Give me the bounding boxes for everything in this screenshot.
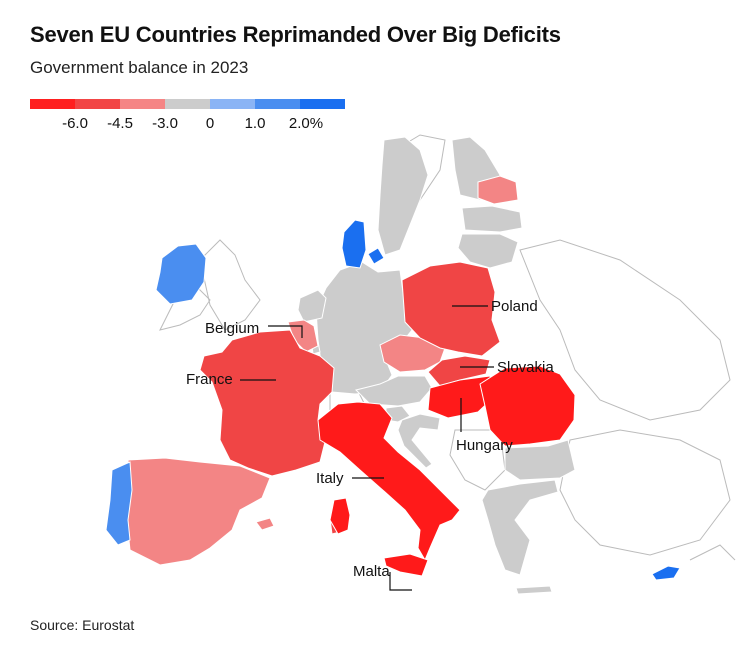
legend-swatch [165,99,210,109]
legend-swatch [120,99,165,109]
countries-deep-blue [341,219,681,581]
country-portugal [105,461,133,546]
legend-swatch [210,99,255,109]
label-poland: Poland [491,298,538,315]
country-ireland [155,243,207,305]
legend-tick-label: 2.0% [288,115,324,132]
country-romania [479,365,576,447]
country-sweden [377,136,429,256]
legend-swatch [75,99,120,109]
color-legend: -6.0 -4.5 -3.0 0 1.0 2.0% [30,99,350,139]
country-denmark [341,219,367,269]
country-crete [515,585,553,595]
legend-tick-label: -6.0 [62,115,88,132]
countries-deep-red [317,365,576,577]
country-latvia [461,205,523,233]
label-belgium: Belgium [205,320,259,337]
source-note: Source: Eurostat [30,617,135,633]
label-slovakia: Slovakia [497,359,554,376]
country-poland [401,261,501,357]
country-sicily [383,553,429,577]
country-greece [481,479,559,576]
label-hungary: Hungary [456,437,513,454]
label-france: France [186,371,233,388]
countries-grey [297,136,576,595]
legend-color-bar [30,99,345,109]
label-italy: Italy [316,470,344,487]
legend-tick-label: 0 [205,115,215,132]
country-spain [124,457,271,566]
eastern-europe-outline [519,239,731,421]
country-netherlands [297,289,327,323]
belgium-leader [268,325,303,338]
malta-leader [389,572,412,591]
label-malta: Malta [353,563,390,580]
country-sardinia [329,497,351,535]
country-italy [317,401,461,562]
europe-map: Belgium France Poland Slovakia Hungary I… [105,134,736,595]
coast-outline [689,544,736,561]
countries-light-red [124,175,519,566]
chart-subtitle: Government balance in 2023 [30,58,249,77]
country-cyprus [651,565,681,581]
countries-red [199,261,501,535]
turkey-outline [559,429,731,556]
legend-swatch [30,99,75,109]
country-lithuania [457,233,519,269]
chart-title: Seven EU Countries Reprimanded Over Big … [30,22,561,47]
country-estonia [477,175,519,205]
country-croatia [397,413,441,469]
country-labels: Belgium France Poland Slovakia Hungary I… [186,298,554,580]
countries-blue [105,243,207,546]
legend-tick-label: 1.0 [244,115,266,132]
country-balearic [255,517,275,531]
country-france [199,329,335,477]
legend-swatch [300,99,345,109]
country-denmark-islands [367,247,385,265]
country-bulgaria [504,439,576,481]
legend-swatch [255,99,300,109]
legend-tick-label: -3.0 [152,115,178,132]
leader-lines [240,305,494,591]
legend-tick-label: -4.5 [107,115,133,132]
uk-outline [199,239,261,331]
